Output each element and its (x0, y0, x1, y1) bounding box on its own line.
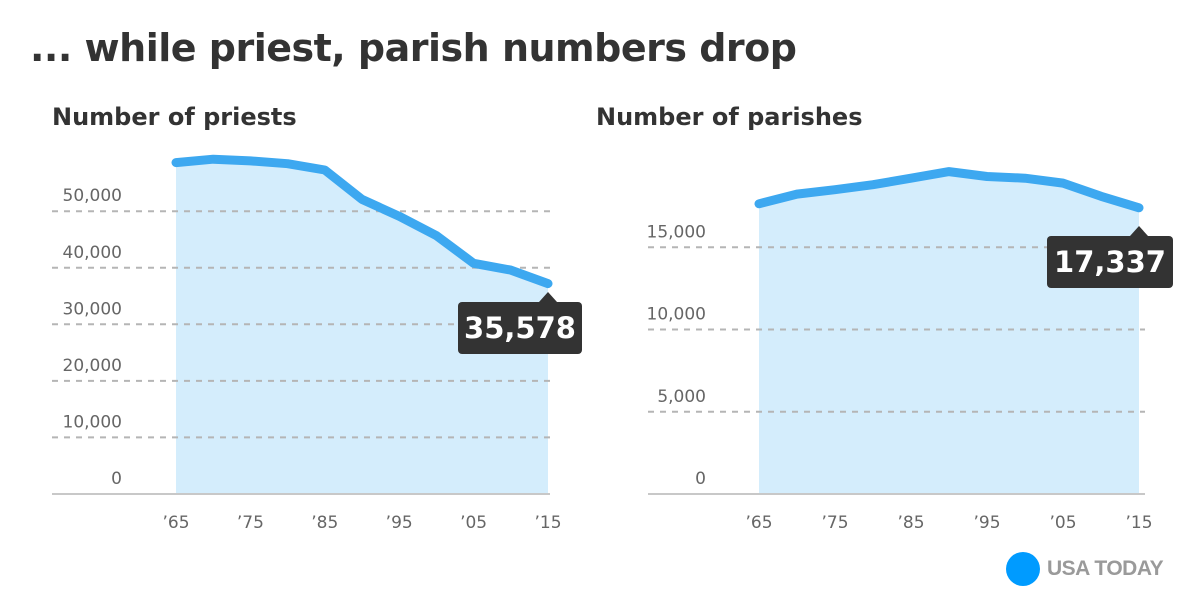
priests-y-tick-label: 10,000 (63, 412, 122, 432)
parishes-series-line (754, 167, 1144, 213)
parishes-y-tick-label: 15,000 (647, 222, 706, 242)
priests-data-point (546, 282, 550, 286)
parishes-y-tick-label: 5,000 (657, 387, 706, 407)
priests-y-tick-label: 30,000 (63, 299, 122, 319)
parishes-callout: 17,337 (1047, 226, 1173, 288)
page-title: ... while priest, parish numbers drop (30, 26, 797, 70)
parishes-data-point (985, 175, 989, 178)
parishes-data-point (909, 176, 913, 180)
priests-x-tick-label: ’65 (162, 513, 189, 533)
parishes-data-point (1137, 206, 1141, 210)
parishes-data-point (871, 183, 875, 187)
parishes-data-point (1061, 181, 1065, 185)
parishes-x-tick-label: ’65 (745, 513, 772, 533)
parishes-callout-pointer (1130, 226, 1148, 236)
priests-data-point (211, 157, 215, 161)
parishes-x-tick-label: ’15 (1125, 513, 1152, 533)
parishes-x-tick-label: ’05 (1049, 513, 1076, 533)
priests-data-point (509, 268, 513, 272)
priests-y-tick-label: 50,000 (63, 186, 122, 206)
priests-y-tick-label: 40,000 (63, 243, 122, 263)
parishes-x-tick-label: ’85 (897, 513, 924, 533)
parishes-y-tick-label: 10,000 (647, 305, 706, 325)
priests-x-tick-label: ’85 (311, 513, 338, 533)
priests-callout-label: 35,578 (464, 311, 576, 345)
priests-callout-box (458, 302, 582, 354)
priests-data-point (434, 234, 438, 238)
priests-data-point (397, 214, 401, 218)
parishes-callout-label: 17,337 (1054, 245, 1166, 279)
priests-data-point (286, 162, 290, 166)
priests-x-tick-label: ’05 (460, 513, 487, 533)
parishes-x-tick-label: ’75 (821, 513, 848, 533)
parishes-data-point (757, 202, 761, 206)
usa-today-logo: USA TODAY (1006, 552, 1164, 586)
brand-text: USA TODAY (1047, 557, 1164, 580)
chart-title-parishes: Number of parishes (596, 103, 863, 131)
priests-area-fill (176, 159, 548, 494)
priests-data-point (360, 197, 364, 201)
priests-y-tick-label: 20,000 (63, 356, 122, 376)
chart-title-priests: Number of priests (52, 103, 297, 131)
parishes-data-point (795, 192, 799, 196)
parishes-data-point (947, 170, 951, 174)
parishes-y-tick-label: 0 (695, 469, 706, 489)
priests-data-point (472, 261, 476, 265)
parishes-data-point (1099, 194, 1103, 198)
priests-data-point (174, 161, 178, 165)
parishes-x-tick-label: ’95 (973, 513, 1000, 533)
priests-y-tick-label: 0 (111, 469, 122, 489)
priests-callout-pointer (539, 292, 557, 302)
priests-x-tick-label: ’15 (534, 513, 561, 533)
priests-callout: 35,578 (458, 292, 582, 354)
parishes-callout-box (1047, 236, 1173, 288)
priests-data-point (248, 159, 252, 163)
priests-chart: 0 10,000 20,000 30,000 40,000 50,000 ’65 ’75 ’85… (52, 154, 582, 533)
parishes-data-point (1023, 176, 1027, 180)
parishes-area-fill (759, 171, 1139, 494)
circle-icon (1006, 552, 1040, 586)
priests-x-tick-label: ’95 (386, 513, 413, 533)
priests-data-point (323, 168, 327, 172)
priests-x-tick-label: ’75 (237, 513, 264, 533)
parishes-data-point (833, 188, 837, 192)
